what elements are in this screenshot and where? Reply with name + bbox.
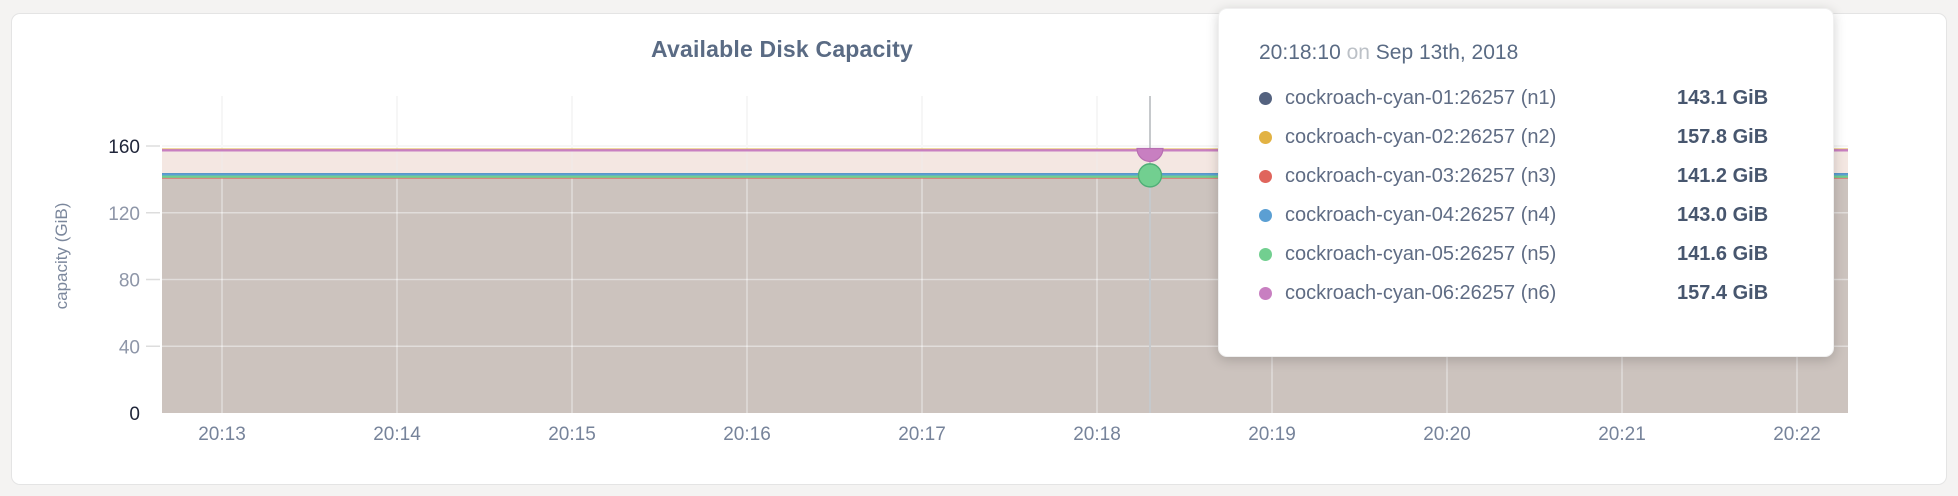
series-name: cockroach-cyan-02:26257 (n2) — [1285, 126, 1557, 148]
hover-marker-n6 — [1136, 147, 1164, 163]
hover-tooltip: 20:18:10 on Sep 13th, 2018 cockroach-cya… — [1218, 8, 1834, 357]
series-value: 141.2 GiB — [1677, 165, 1769, 187]
tooltip-row: cockroach-cyan-06:26257 (n6) 157.4 GiB — [1259, 274, 1793, 313]
chart-title: Available Disk Capacity — [651, 36, 913, 62]
series-value: 157.8 GiB — [1677, 126, 1769, 148]
x-tick-label: 20:20 — [1423, 424, 1471, 445]
series-value: 157.4 GiB — [1677, 282, 1769, 304]
y-tick-label: 0 — [129, 404, 140, 425]
x-tick-label: 20:14 — [373, 424, 421, 445]
y-tick-label: 80 — [119, 271, 140, 292]
y-tick-label: 160 — [108, 137, 140, 158]
series-dot-n6-icon — [1259, 287, 1272, 300]
series-name: cockroach-cyan-04:26257 (n4) — [1285, 204, 1557, 226]
x-tick-label: 20:15 — [548, 424, 596, 445]
x-tick-label: 20:16 — [723, 424, 771, 445]
y-tick-label: 40 — [119, 337, 140, 358]
tooltip-separator: on — [1346, 41, 1370, 64]
hover-marker-n5 — [1137, 163, 1163, 188]
x-tick-label: 20:19 — [1248, 424, 1296, 445]
tooltip-row: cockroach-cyan-02:26257 (n2) 157.8 GiB — [1259, 118, 1793, 157]
series-dot-n1-icon — [1259, 92, 1272, 105]
series-value: 143.1 GiB — [1677, 87, 1769, 109]
series-name: cockroach-cyan-03:26257 (n3) — [1285, 165, 1557, 187]
tooltip-row: cockroach-cyan-03:26257 (n3) 141.2 GiB — [1259, 157, 1793, 196]
x-tick-label: 20:18 — [1073, 424, 1121, 445]
tooltip-row: cockroach-cyan-04:26257 (n4) 143.0 GiB — [1259, 196, 1793, 235]
x-tick-label: 20:22 — [1773, 424, 1821, 445]
series-dot-n4-icon — [1259, 209, 1272, 222]
y-axis-label: capacity (GiB) — [52, 202, 71, 310]
series-dot-n2-icon — [1259, 131, 1272, 144]
tooltip-date: Sep 13th, 2018 — [1375, 41, 1519, 64]
x-tick-label: 20:21 — [1598, 424, 1646, 445]
tooltip-row: cockroach-cyan-05:26257 (n5) 141.6 GiB — [1259, 235, 1793, 274]
series-name: cockroach-cyan-05:26257 (n5) — [1285, 243, 1557, 265]
series-name: cockroach-cyan-01:26257 (n1) — [1285, 87, 1557, 109]
x-tick-label: 20:17 — [898, 424, 946, 445]
series-value: 143.0 GiB — [1677, 204, 1769, 226]
series-value: 141.6 GiB — [1677, 243, 1769, 265]
tooltip-row: cockroach-cyan-01:26257 (n1) 143.1 GiB — [1259, 79, 1793, 118]
tooltip-time: 20:18:10 — [1259, 41, 1341, 64]
tooltip-header: 20:18:10 on Sep 13th, 2018 — [1259, 41, 1793, 65]
series-dot-n5-icon — [1259, 248, 1272, 261]
x-tick-label: 20:13 — [198, 424, 246, 445]
series-dot-n3-icon — [1259, 170, 1272, 183]
series-name: cockroach-cyan-06:26257 (n6) — [1285, 282, 1557, 304]
y-tick-label: 120 — [108, 204, 140, 225]
